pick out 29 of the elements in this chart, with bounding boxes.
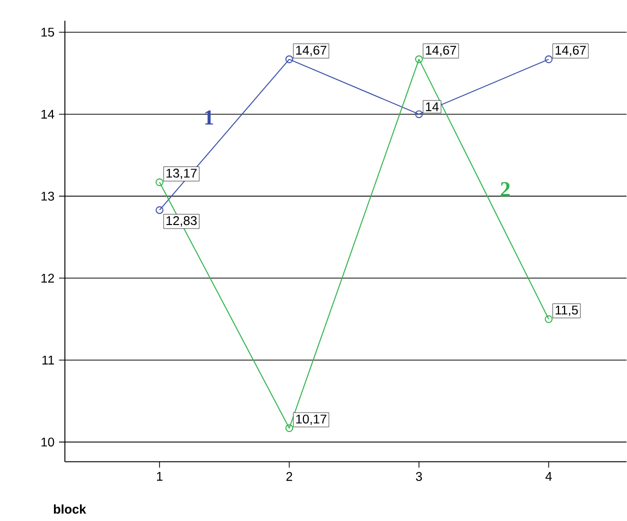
data-label: 13,17	[166, 168, 197, 180]
x-tick-label: 1	[156, 472, 162, 481]
y-tick-label: 15	[41, 28, 54, 37]
point	[156, 206, 164, 214]
data-label: 12,83	[166, 216, 197, 227]
point	[156, 178, 164, 186]
x-tick-label: 3	[416, 472, 422, 482]
y-tick-label: 10	[41, 438, 54, 447]
series-label: 2	[500, 182, 510, 196]
x-tick-label: 4	[545, 472, 552, 481]
data-label: 14,67	[426, 46, 456, 56]
data-label: 10,17	[296, 414, 326, 426]
point	[415, 56, 423, 64]
series-label: 1	[205, 110, 214, 125]
y-tick-label: 11	[42, 356, 54, 365]
point	[415, 110, 423, 118]
point	[285, 424, 294, 432]
y-tick-label: 14	[41, 110, 54, 119]
point	[285, 56, 294, 64]
data-label: 14	[426, 102, 439, 112]
point	[544, 56, 553, 64]
x-tick-label: 2	[286, 472, 292, 481]
y-tick-label: 12	[41, 274, 54, 283]
data-label: 14,67	[296, 46, 326, 56]
x-axis-title: block	[54, 504, 86, 514]
y-tick-label: 13	[41, 192, 54, 201]
data-label: 11,5	[556, 306, 578, 316]
data-label: 14,67	[556, 46, 586, 56]
point	[544, 315, 553, 324]
